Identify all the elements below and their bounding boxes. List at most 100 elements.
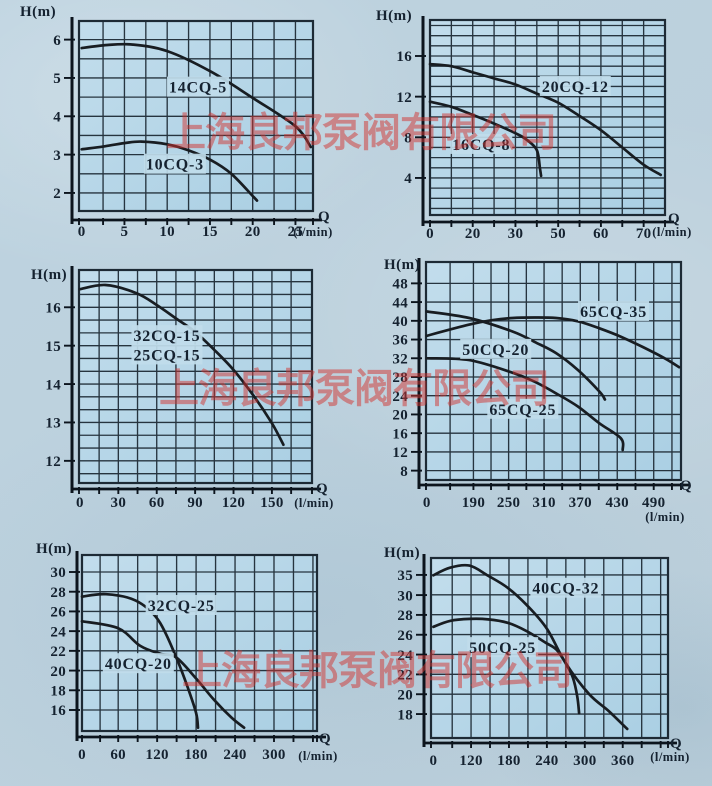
y-tick-label: 28 <box>392 370 408 386</box>
x-tick-label: 5 <box>121 224 129 240</box>
y-tick-label: 20 <box>392 408 408 424</box>
pump-curve-chart-32CQ-15-25CQ-15: 16 15 14 13 12 0 30 60 90 120 150 H(m) Q (l/min) 32CQ-… <box>0 250 352 520</box>
x-tick-label: 360 <box>611 753 634 769</box>
curve-50CQ-20 <box>425 310 607 401</box>
x-tick-label: 60 <box>110 747 126 763</box>
axis-ticks <box>416 573 669 748</box>
curve-14CQ-5 <box>80 42 313 149</box>
curve-label-50CQ-25: 50CQ-25 <box>469 640 536 657</box>
plot-border <box>429 556 670 740</box>
curve-label-box <box>131 325 203 346</box>
y-axis-title: H(m) <box>384 545 420 561</box>
y-tick-label: 2 <box>53 186 61 202</box>
curve-label-65CQ-25: 65CQ-25 <box>489 402 556 419</box>
curve-label-box <box>487 398 559 419</box>
plot-border <box>428 18 667 217</box>
axis-ticks <box>415 55 666 227</box>
y-tick-label: 26 <box>50 605 66 621</box>
x-tick-label: 0 <box>76 495 84 511</box>
pump-curve-chart-65CQ-35-50CQ-20-65CQ-25: 48 44 40 36 32 28 24 20 16 12 8 0 190 250 310 370 430 490… <box>356 250 712 530</box>
x-tick-label: 0 <box>426 226 434 242</box>
y-tick-label: 4 <box>53 109 61 125</box>
curve-label-box <box>145 595 217 616</box>
curve-label-50CQ-20: 50CQ-20 <box>462 342 529 359</box>
y-tick-label: 30 <box>397 588 413 604</box>
chart-canvas-32CQ-25-40CQ-20: 30 28 26 24 22 20 18 16 0 60 120 180 240 300 H(m) Q (l/m… <box>36 541 337 763</box>
x-axis-title: Q <box>680 478 692 494</box>
x-tick-label: 120 <box>145 747 168 763</box>
x-axis-title: Q <box>670 736 682 752</box>
x-axis-title: Q <box>668 211 680 227</box>
curve-label-box <box>166 76 229 97</box>
x-tick-label: 10 <box>159 224 175 240</box>
y-tick-label: 12 <box>45 454 61 470</box>
y-tick-label: 18 <box>50 683 66 699</box>
x-tick-label: 300 <box>262 747 285 763</box>
curve-label-16CQ-8: 16CQ-8 <box>452 137 510 154</box>
x-tick-label: 0 <box>78 747 86 763</box>
x-tick-label: 25 <box>288 224 304 240</box>
curve-label-40CQ-20: 40CQ-20 <box>105 656 172 673</box>
y-tick-label: 6 <box>53 33 61 49</box>
y-tick-label: 12 <box>392 445 408 461</box>
y-tick-label: 20 <box>397 687 413 703</box>
curve-16CQ-8 <box>428 100 543 178</box>
y-tick-label: 35 <box>397 568 413 584</box>
x-tick-label: 0 <box>429 753 437 769</box>
curve-label-box <box>450 133 513 154</box>
curve-40CQ-20 <box>80 619 246 730</box>
y-axis-title: H(m) <box>36 541 72 557</box>
curve-32CQ-25 <box>80 592 200 730</box>
y-tick-label: 8 <box>404 130 412 146</box>
y-tick-label: 8 <box>400 464 408 480</box>
y-tick-label: 13 <box>45 416 61 432</box>
y-tick-label: 28 <box>397 608 413 624</box>
y-tick-label: 16 <box>392 426 408 442</box>
y-tick-label: 5 <box>53 71 61 87</box>
y-tick-label: 20 <box>50 664 66 680</box>
x-axis-title: Q <box>318 209 330 225</box>
x-tick-label: 240 <box>535 753 558 769</box>
y-axis-title: H(m) <box>20 4 56 20</box>
chart-canvas-65CQ-35-50CQ-20-65CQ-25: 48 44 40 36 32 28 24 20 16 12 80 190 250 310 370 430 490… <box>384 257 692 524</box>
x-axis-unit: (l/min) <box>650 750 690 764</box>
x-tick-label: 120 <box>222 495 245 511</box>
x-tick-label: 15 <box>202 224 218 240</box>
plot-border <box>77 268 314 485</box>
x-tick-label: 0 <box>78 224 86 240</box>
grid <box>426 262 681 480</box>
curve-label-20CQ-12: 20CQ-12 <box>542 79 609 96</box>
y-axis-title: H(m) <box>384 257 420 273</box>
curve-label-box <box>467 637 539 658</box>
chart-canvas-20CQ-12-16CQ-8: 16 12 8 4 0 20 30 50 60 70 H(m) Q(l/min) 20CQ-12 16CQ… <box>376 8 691 242</box>
plot-border <box>80 553 319 733</box>
y-tick-label: 36 <box>392 333 408 349</box>
x-tick-label: 120 <box>459 753 482 769</box>
x-tick-label: 20 <box>245 224 261 240</box>
curve-label-32CQ-15: 32CQ-15 <box>133 328 200 345</box>
curve-10CQ-3 <box>80 140 259 202</box>
grid <box>79 270 312 483</box>
y-axis-title: H(m) <box>376 8 412 24</box>
x-tick-label: 30 <box>508 226 524 242</box>
grid <box>79 21 313 211</box>
x-axis-unit: (l/min) <box>294 496 334 510</box>
y-tick-label: 24 <box>392 389 408 405</box>
x-tick-label: 150 <box>260 495 283 511</box>
y-tick-label: 24 <box>50 624 66 640</box>
x-tick-label: 430 <box>606 495 629 511</box>
y-tick-label: 16 <box>50 703 66 719</box>
y-tick-label: 48 <box>392 277 408 293</box>
x-axis-unit: (l/min) <box>293 225 333 239</box>
curve-label-box <box>578 300 650 321</box>
x-tick-label: 310 <box>532 495 555 511</box>
x-tick-label: 180 <box>184 747 207 763</box>
x-axis-title: Q <box>319 731 331 747</box>
y-tick-label: 12 <box>396 90 412 106</box>
curve-50CQ-25 <box>432 617 581 715</box>
x-axis-title: Q <box>316 481 328 497</box>
